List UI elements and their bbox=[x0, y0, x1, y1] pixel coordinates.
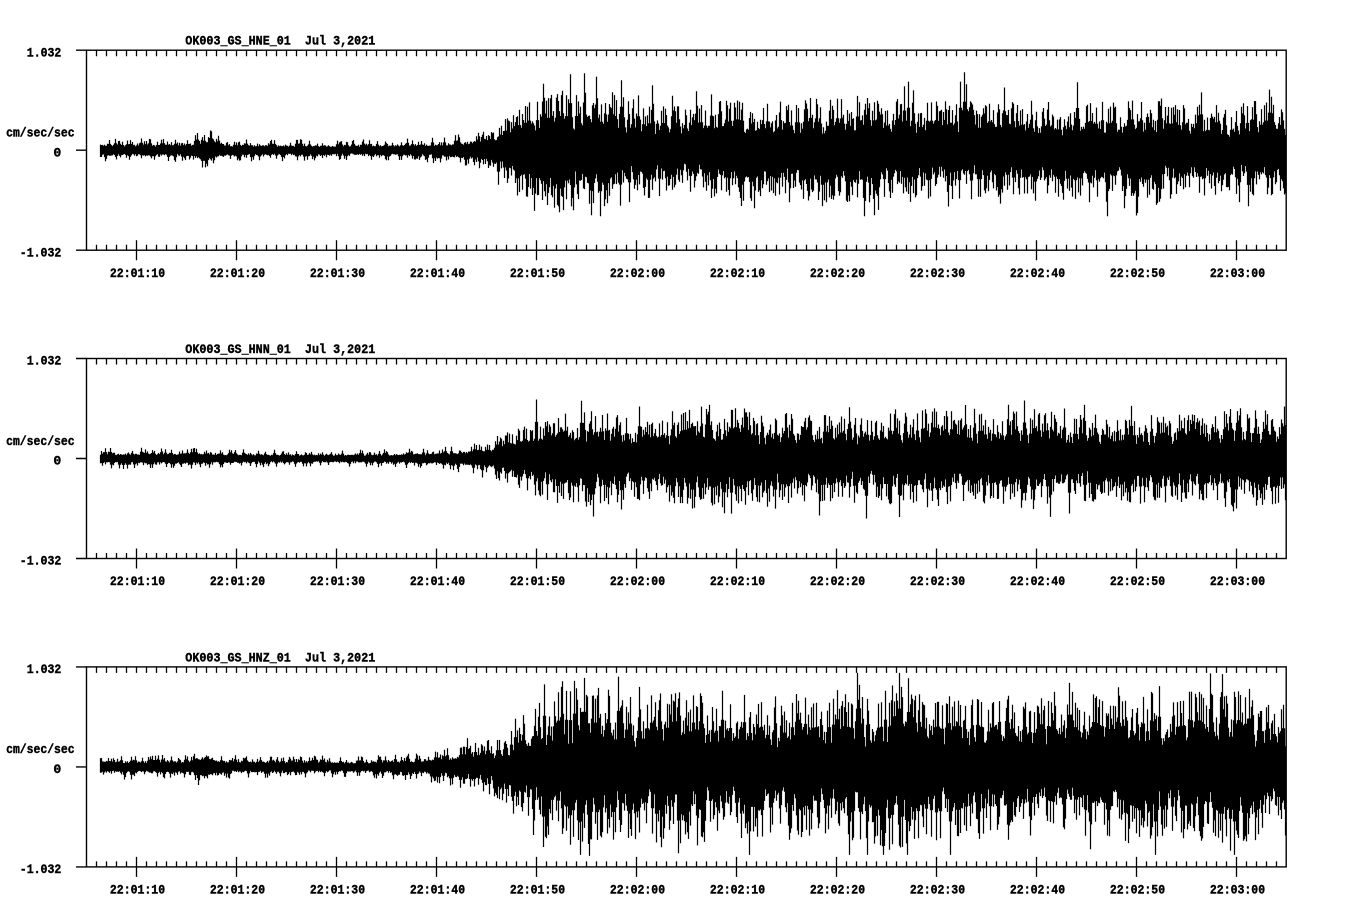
svg-text:22:02:00: 22:02:00 bbox=[610, 574, 665, 589]
svg-text:22:02:10: 22:02:10 bbox=[710, 574, 765, 589]
svg-text:22:01:10: 22:01:10 bbox=[110, 266, 165, 281]
svg-text:22:02:20: 22:02:20 bbox=[810, 883, 865, 898]
svg-text:22:01:30: 22:01:30 bbox=[310, 883, 365, 898]
svg-text:22:02:10: 22:02:10 bbox=[710, 883, 765, 898]
svg-text:22:01:40: 22:01:40 bbox=[410, 883, 465, 898]
svg-text:22:01:50: 22:01:50 bbox=[510, 574, 565, 589]
svg-text:0: 0 bbox=[53, 145, 61, 160]
svg-text:22:02:30: 22:02:30 bbox=[910, 266, 965, 281]
svg-text:0: 0 bbox=[53, 454, 61, 469]
svg-text:22:01:30: 22:01:30 bbox=[310, 266, 365, 281]
svg-text:22:01:20: 22:01:20 bbox=[210, 883, 265, 898]
svg-text:22:02:50: 22:02:50 bbox=[1110, 574, 1165, 589]
svg-text:22:01:50: 22:01:50 bbox=[510, 883, 565, 898]
svg-text:1.032: 1.032 bbox=[27, 45, 62, 60]
svg-text:22:01:30: 22:01:30 bbox=[310, 574, 365, 589]
svg-text:22:02:40: 22:02:40 bbox=[1010, 574, 1065, 589]
svg-text:22:02:20: 22:02:20 bbox=[810, 574, 865, 589]
svg-text:cm/sec/sec: cm/sec/sec bbox=[6, 742, 75, 757]
svg-text:-1.032: -1.032 bbox=[20, 862, 62, 877]
svg-text:22:01:20: 22:01:20 bbox=[210, 574, 265, 589]
svg-text:OK003_GS_HNZ_01 Jul 3,2021: OK003_GS_HNZ_01 Jul 3,2021 bbox=[185, 650, 375, 665]
svg-text:22:02:40: 22:02:40 bbox=[1010, 883, 1065, 898]
svg-text:22:01:20: 22:01:20 bbox=[210, 266, 265, 281]
svg-text:22:02:30: 22:02:30 bbox=[910, 574, 965, 589]
svg-text:-1.032: -1.032 bbox=[20, 554, 62, 569]
svg-text:0: 0 bbox=[53, 762, 61, 777]
svg-text:22:02:40: 22:02:40 bbox=[1010, 266, 1065, 281]
svg-text:-1.032: -1.032 bbox=[20, 245, 62, 260]
svg-text:22:03:00: 22:03:00 bbox=[1210, 883, 1265, 898]
svg-text:22:01:10: 22:01:10 bbox=[110, 883, 165, 898]
svg-text:22:02:00: 22:02:00 bbox=[610, 883, 665, 898]
svg-text:22:01:40: 22:01:40 bbox=[410, 266, 465, 281]
svg-text:22:02:50: 22:02:50 bbox=[1110, 266, 1165, 281]
svg-text:22:03:00: 22:03:00 bbox=[1210, 574, 1265, 589]
svg-text:22:02:50: 22:02:50 bbox=[1110, 883, 1165, 898]
svg-text:22:01:50: 22:01:50 bbox=[510, 266, 565, 281]
svg-text:OK003_GS_HNE_01 Jul 3,2021: OK003_GS_HNE_01 Jul 3,2021 bbox=[185, 34, 375, 49]
svg-text:cm/sec/sec: cm/sec/sec bbox=[6, 434, 75, 449]
svg-text:22:01:10: 22:01:10 bbox=[110, 574, 165, 589]
svg-text:22:03:00: 22:03:00 bbox=[1210, 266, 1265, 281]
svg-text:22:02:20: 22:02:20 bbox=[810, 266, 865, 281]
svg-text:22:02:00: 22:02:00 bbox=[610, 266, 665, 281]
svg-text:22:02:30: 22:02:30 bbox=[910, 883, 965, 898]
svg-text:22:02:10: 22:02:10 bbox=[710, 266, 765, 281]
svg-text:1.032: 1.032 bbox=[27, 354, 62, 369]
svg-text:22:01:40: 22:01:40 bbox=[410, 574, 465, 589]
svg-text:OK003_GS_HNN_01 Jul 3,2021: OK003_GS_HNN_01 Jul 3,2021 bbox=[185, 342, 375, 357]
svg-text:1.032: 1.032 bbox=[27, 662, 62, 677]
svg-text:cm/sec/sec: cm/sec/sec bbox=[6, 126, 75, 141]
